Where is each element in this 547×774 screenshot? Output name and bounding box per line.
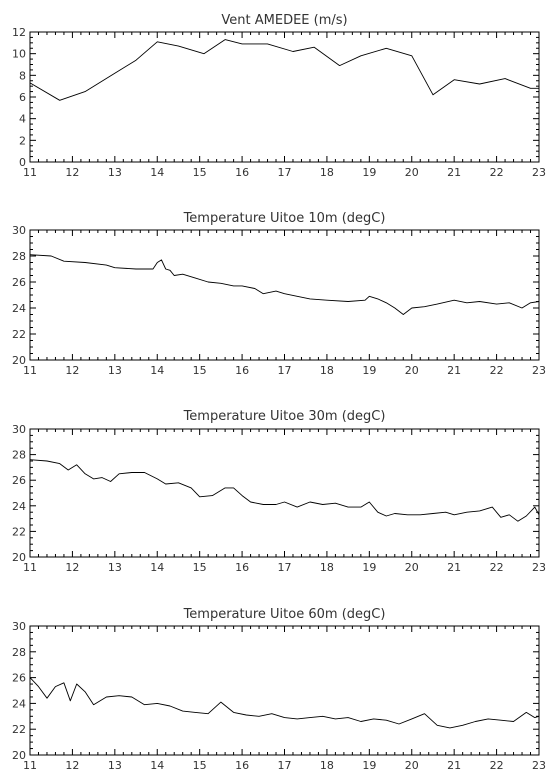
y-tick-label: 28 xyxy=(12,449,26,462)
plot-frame xyxy=(29,428,540,558)
x-tick-label: 16 xyxy=(235,759,249,772)
x-tick-label: 18 xyxy=(320,166,334,179)
x-tick-label: 12 xyxy=(65,364,79,377)
x-tick-label: 14 xyxy=(150,364,164,377)
x-tick-label: 17 xyxy=(278,759,292,772)
x-tick-label: 23 xyxy=(532,364,546,377)
chart-title: Temperature Uitoe 30m (degC) xyxy=(183,409,386,424)
y-tick-label: 24 xyxy=(12,697,26,710)
x-tick-label: 19 xyxy=(362,561,376,574)
x-tick-label: 23 xyxy=(532,166,546,179)
x-tick-label: 15 xyxy=(193,759,207,772)
series-line-3 xyxy=(29,459,540,522)
x-tick-label: 18 xyxy=(320,364,334,377)
x-tick-label: 20 xyxy=(405,166,419,179)
x-tick-label: 20 xyxy=(405,759,419,772)
x-tick-label: 12 xyxy=(65,561,79,574)
x-tick-label: 11 xyxy=(23,166,37,179)
x-tick-label: 22 xyxy=(490,759,504,772)
y-tick-label: 12 xyxy=(12,26,26,39)
x-tick-label: 14 xyxy=(150,166,164,179)
chart-title: Temperature Uitoe 60m (degC) xyxy=(183,607,386,622)
x-tick-label: 16 xyxy=(235,364,249,377)
plot-frame xyxy=(29,229,540,361)
x-tick-label: 14 xyxy=(150,759,164,772)
chart-panel-2: Temperature Uitoe 10m (degC) 11 12 13 14 15 16… xyxy=(12,211,546,377)
x-tick-label: 12 xyxy=(65,166,79,179)
x-tick-label: 11 xyxy=(23,364,37,377)
x-tick-label: 13 xyxy=(108,561,122,574)
y-tick-label: 26 xyxy=(12,474,26,487)
x-tick-label: 19 xyxy=(362,364,376,377)
x-tick-label: 14 xyxy=(150,561,164,574)
y-tick-label: 6 xyxy=(19,91,26,104)
x-tick-label: 13 xyxy=(108,166,122,179)
x-tick-label: 15 xyxy=(193,364,207,377)
x-tick-label: 22 xyxy=(490,364,504,377)
x-tick-label: 22 xyxy=(490,561,504,574)
x-tick-label: 13 xyxy=(108,759,122,772)
x-tick-label: 17 xyxy=(278,166,292,179)
chart-panel-4: Temperature Uitoe 60m (degC) 11 12 13 14 15 16… xyxy=(12,607,546,772)
y-tick-label: 0 xyxy=(19,156,26,169)
series-line-1 xyxy=(29,39,539,101)
y-tick-label: 4 xyxy=(19,113,26,126)
plot-frame xyxy=(29,31,540,163)
x-tick-label: 13 xyxy=(108,364,122,377)
y-tick-label: 24 xyxy=(12,302,26,315)
x-tick-label: 23 xyxy=(532,759,546,772)
x-tick-label: 19 xyxy=(362,166,376,179)
x-tick-label: 16 xyxy=(235,166,249,179)
x-tick-label: 19 xyxy=(362,759,376,772)
y-tick-label: 10 xyxy=(12,48,26,61)
y-tick-label: 30 xyxy=(12,423,26,436)
x-tick-label: 17 xyxy=(278,364,292,377)
x-tick-label: 21 xyxy=(447,166,461,179)
x-tick-label: 21 xyxy=(447,561,461,574)
chart-panel-3: Temperature Uitoe 30m (degC) 11 12 13 14 15 16… xyxy=(12,409,546,574)
series-line-2 xyxy=(29,254,540,315)
y-tick-label: 22 xyxy=(12,723,26,736)
x-tick-label: 12 xyxy=(65,759,79,772)
x-tick-label: 17 xyxy=(278,561,292,574)
y-tick-label: 22 xyxy=(12,525,26,538)
y-tick-label: 22 xyxy=(12,328,26,341)
chart-title: Temperature Uitoe 10m (degC) xyxy=(183,211,386,226)
x-tick-label: 15 xyxy=(193,561,207,574)
chart-title: Vent AMEDEE (m/s) xyxy=(221,13,347,28)
y-tick-label: 28 xyxy=(12,646,26,659)
x-tick-label: 22 xyxy=(490,166,504,179)
series-line-4 xyxy=(29,677,540,729)
x-tick-label: 20 xyxy=(405,561,419,574)
y-tick-label: 20 xyxy=(12,354,26,367)
x-tick-label: 11 xyxy=(23,561,37,574)
y-tick-label: 26 xyxy=(12,672,26,685)
y-tick-label: 20 xyxy=(12,551,26,564)
x-tick-label: 16 xyxy=(235,561,249,574)
plot-frame xyxy=(29,625,540,756)
y-tick-label: 8 xyxy=(19,69,26,82)
y-tick-label: 20 xyxy=(12,749,26,762)
y-tick-label: 26 xyxy=(12,276,26,289)
y-tick-label: 24 xyxy=(12,500,26,513)
x-tick-label: 20 xyxy=(405,364,419,377)
x-tick-label: 21 xyxy=(447,759,461,772)
x-tick-label: 11 xyxy=(23,759,37,772)
y-tick-label: 28 xyxy=(12,250,26,263)
x-tick-label: 18 xyxy=(320,759,334,772)
x-tick-label: 21 xyxy=(447,364,461,377)
y-tick-label: 30 xyxy=(12,620,26,633)
y-tick-label: 2 xyxy=(19,134,26,147)
y-tick-label: 30 xyxy=(12,224,26,237)
x-tick-label: 18 xyxy=(320,561,334,574)
x-tick-label: 23 xyxy=(532,561,546,574)
x-tick-label: 15 xyxy=(193,166,207,179)
chart-panel-1: Vent AMEDEE (m/s)11 12 13 14 15 16 17 18 19 20 21 2… xyxy=(12,13,546,179)
